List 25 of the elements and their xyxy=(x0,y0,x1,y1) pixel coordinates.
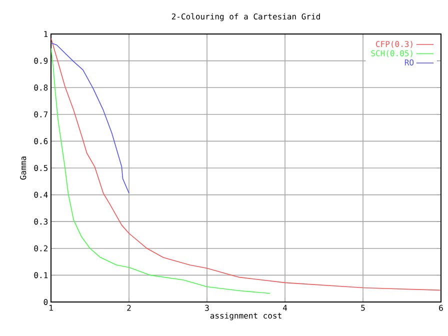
y-tick-label: 0.4 xyxy=(34,192,48,198)
y-tick-label: 0.7 xyxy=(34,111,48,118)
x-tick-label: 6 xyxy=(439,304,443,311)
legend-label: RO xyxy=(404,59,414,66)
y-tick-label: 1 xyxy=(44,31,48,37)
x-tick-label: 1 xyxy=(50,304,53,311)
y-tick-label: 0.2 xyxy=(34,245,48,252)
x-tick-label: 2 xyxy=(127,304,131,311)
y-tick-label: 0 xyxy=(44,298,48,306)
y-tick-label: 0.9 xyxy=(34,58,48,64)
legend-label: SCH(0.05) xyxy=(371,50,412,58)
y-tick-label: 0.8 xyxy=(34,84,48,91)
x-tick-label: 4 xyxy=(282,304,288,311)
chart-title: 2-Colouring of a Cartesian Grid xyxy=(172,13,320,22)
x-tick-label: 5 xyxy=(361,304,365,311)
x-axis-title: assignment cost xyxy=(210,312,282,320)
legend-label: CFP(0.3) xyxy=(376,40,412,48)
y-axis-title: Gamma xyxy=(20,156,26,180)
line-series xyxy=(51,42,130,194)
line-series xyxy=(51,38,441,291)
y-tick-label: 0.3 xyxy=(34,218,48,225)
y-tick-label: 0.5 xyxy=(34,164,48,172)
y-tick-label: 0.1 xyxy=(34,272,48,278)
x-tick-label: 3 xyxy=(205,304,209,311)
y-tick-label: 0.6 xyxy=(34,138,48,144)
